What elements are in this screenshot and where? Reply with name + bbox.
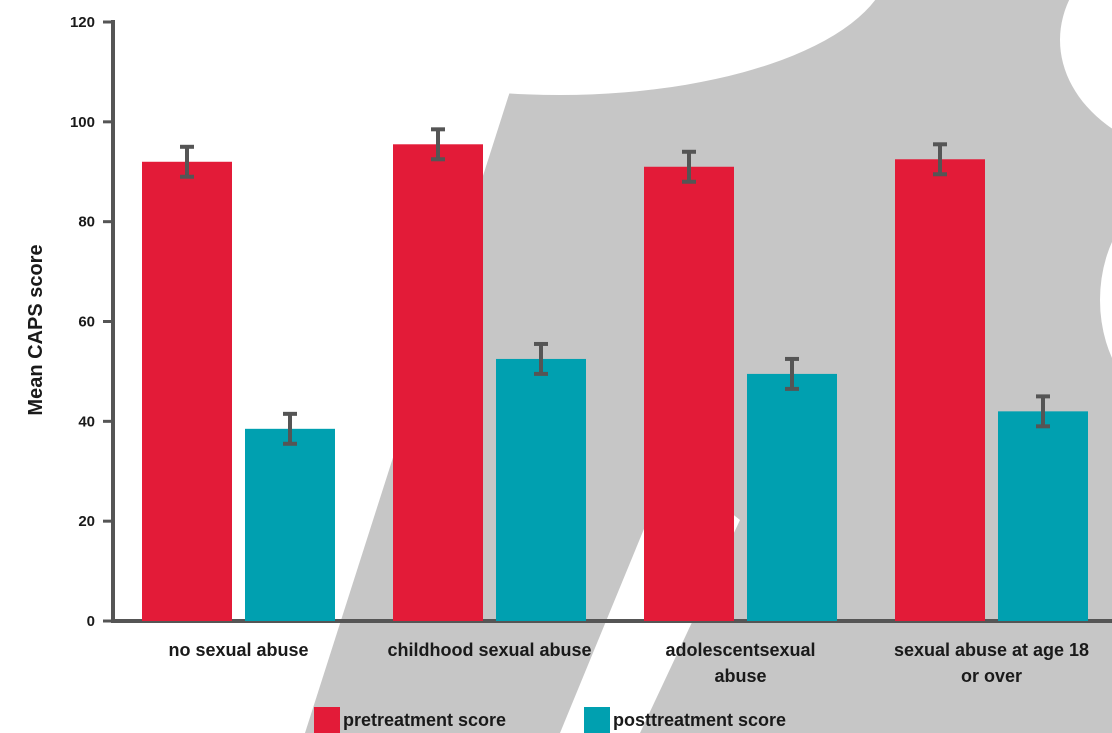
bar — [393, 144, 483, 621]
bar — [998, 411, 1088, 621]
x-category-label: abuse — [714, 666, 766, 686]
x-category-label: sexual abuse at age 18 — [894, 640, 1089, 660]
x-category-label: adolescentsexual — [665, 640, 815, 660]
x-category-label: no sexual abuse — [168, 640, 308, 660]
plot-area: 0 20 40 60 80 100 120 no sexual abuse childhood … — [70, 14, 1112, 733]
legend-swatch — [314, 707, 340, 733]
x-category-label: or over — [961, 666, 1022, 686]
bar — [245, 428, 335, 621]
y-tick-label: 0 — [87, 613, 95, 630]
legend-swatch — [584, 707, 610, 733]
y-tick-label: 20 — [78, 513, 95, 530]
bar — [496, 358, 586, 621]
bar — [142, 161, 232, 621]
x-category-label: childhood sexual abuse — [387, 640, 591, 660]
y-tick-label: 40 — [78, 413, 95, 430]
background-circle-right-lower — [1100, 242, 1112, 358]
y-tick-label: 60 — [78, 314, 95, 331]
y-tick-label: 120 — [70, 14, 95, 31]
bar — [895, 159, 985, 622]
y-tick-label: 80 — [78, 214, 95, 231]
bar — [644, 166, 734, 621]
background-circle-right — [1060, 0, 1112, 129]
y-axis-label: Mean CAPS score — [25, 244, 47, 415]
y-tick-label: 100 — [70, 114, 95, 131]
legend-label: posttreatment score — [613, 710, 786, 730]
legend-label: pretreatment score — [343, 710, 506, 730]
bar — [747, 373, 837, 621]
background-circle-top — [244, 0, 876, 95]
